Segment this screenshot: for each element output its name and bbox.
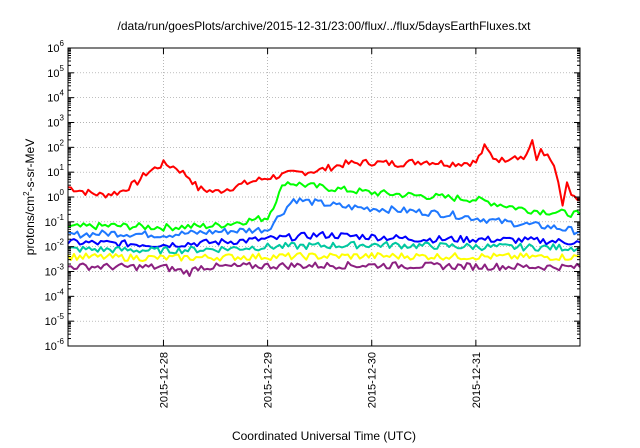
x-tick-label: 2015-12-29 [263, 352, 275, 408]
x-axis-label: Coordinated Universal Time (UTC) [232, 429, 416, 443]
series-line-2 [67, 181, 581, 232]
y-tick-label: 100 [47, 188, 64, 204]
chart-title: /data/run/goesPlots/archive/2015-12-31/2… [118, 19, 532, 33]
series-line-7 [67, 261, 581, 277]
y-tick-label: 106 [47, 39, 64, 55]
y-tick-label: 10-2 [45, 238, 65, 254]
x-tick-label: 2015-12-31 [471, 352, 483, 408]
series-line-3 [67, 197, 581, 239]
series-group [67, 139, 581, 277]
y-tick-label: 10-1 [45, 213, 65, 229]
series-line-6 [67, 252, 581, 262]
y-axis-label: protons/cm2-s-sr-MeV [22, 139, 37, 255]
x-axis-ticks: 2015-12-28 2015-12-29 2015-12-30 2015-12-31 [158, 48, 483, 408]
y-tick-label: 10-3 [45, 263, 65, 279]
series-line-5 [67, 240, 581, 255]
y-tick-label: 101 [47, 163, 64, 179]
y-tick-label: 10-6 [45, 337, 65, 353]
y-axis-ticks: 106 105 104 103 102 101 100 10-1 10-2 10-3 10-4 10-… [45, 39, 580, 353]
y-tick-label: 103 [47, 114, 64, 130]
y-tick-label: 104 [47, 89, 64, 105]
grid-lines [68, 48, 580, 346]
x-tick-label: 2015-12-30 [367, 352, 379, 408]
y-tick-label: 102 [47, 138, 64, 154]
y-tick-label: 10-5 [45, 312, 65, 328]
x-tick-label: 2015-12-28 [158, 352, 170, 408]
y-tick-label: 10-4 [45, 287, 65, 303]
y-tick-label: 105 [47, 64, 64, 80]
series-line-1 [67, 139, 581, 207]
